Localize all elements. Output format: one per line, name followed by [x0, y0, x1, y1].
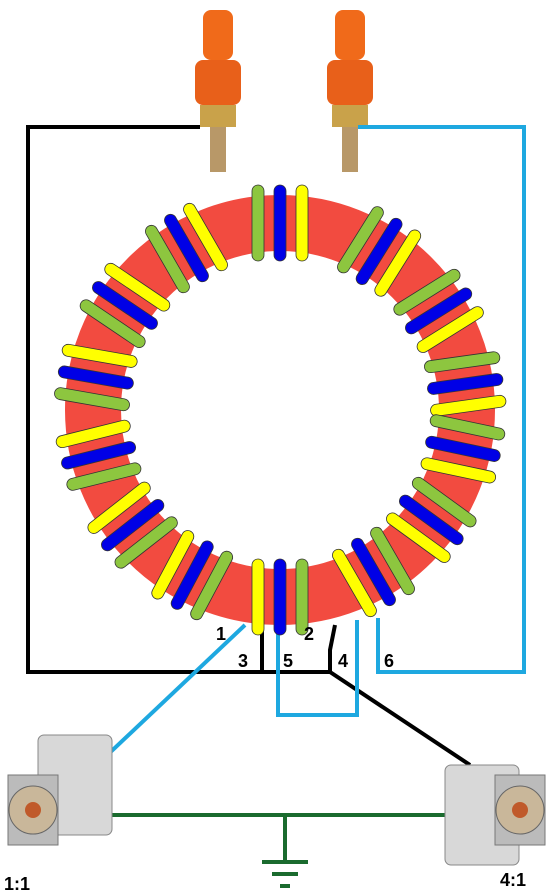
connector-left: [7, 734, 113, 846]
winding: [405, 287, 473, 335]
winding: [411, 476, 477, 528]
winding: [425, 435, 501, 462]
winding: [190, 550, 234, 621]
winding: [429, 414, 506, 441]
winding: [54, 387, 130, 412]
winding: [424, 351, 501, 374]
wire-blue-loop: [276, 620, 359, 717]
winding: [332, 548, 377, 618]
winding: [251, 558, 265, 636]
winding: [61, 343, 138, 368]
tap-label: 5: [283, 651, 293, 671]
winding: [114, 516, 178, 569]
winding: [101, 499, 165, 552]
winding: [374, 229, 422, 297]
winding: [170, 540, 214, 610]
winding: [57, 365, 134, 390]
winding: [273, 558, 287, 636]
winding: [393, 268, 461, 316]
winding: [398, 494, 464, 546]
binding-post-right: [327, 10, 373, 172]
winding: [420, 457, 497, 484]
winding: [104, 262, 171, 312]
winding: [273, 184, 287, 262]
ratio-label: 4:1: [500, 870, 526, 890]
tap-label: 1: [216, 624, 226, 644]
connector-right: [444, 764, 546, 866]
winding: [355, 217, 403, 285]
winding: [351, 537, 396, 607]
winding: [87, 481, 151, 534]
wire-black: [26, 125, 472, 767]
ratio-label: 1:1: [4, 874, 30, 894]
wire-blue: [358, 125, 526, 674]
winding: [61, 441, 137, 470]
winding: [427, 373, 504, 395]
winding: [164, 213, 209, 283]
winding: [183, 202, 228, 272]
winding: [430, 394, 507, 417]
winding: [295, 184, 309, 262]
tap-label: 6: [384, 651, 394, 671]
winding: [295, 558, 309, 636]
winding: [251, 184, 265, 262]
winding: [92, 281, 158, 330]
winding: [66, 462, 142, 491]
winding: [416, 306, 484, 353]
winding: [55, 419, 131, 449]
wire-blue-tap: [98, 623, 247, 764]
winding: [386, 512, 451, 563]
binding-post-left: [195, 10, 241, 172]
tap-label: 2: [304, 624, 314, 644]
winding: [337, 206, 384, 274]
windings: [54, 184, 507, 636]
tap-label: 3: [238, 651, 248, 671]
winding: [151, 530, 195, 600]
tap-label: 4: [338, 651, 348, 671]
winding: [79, 299, 146, 348]
winding: [145, 224, 190, 294]
winding: [370, 526, 415, 596]
wire-black-tap2: [328, 624, 337, 672]
